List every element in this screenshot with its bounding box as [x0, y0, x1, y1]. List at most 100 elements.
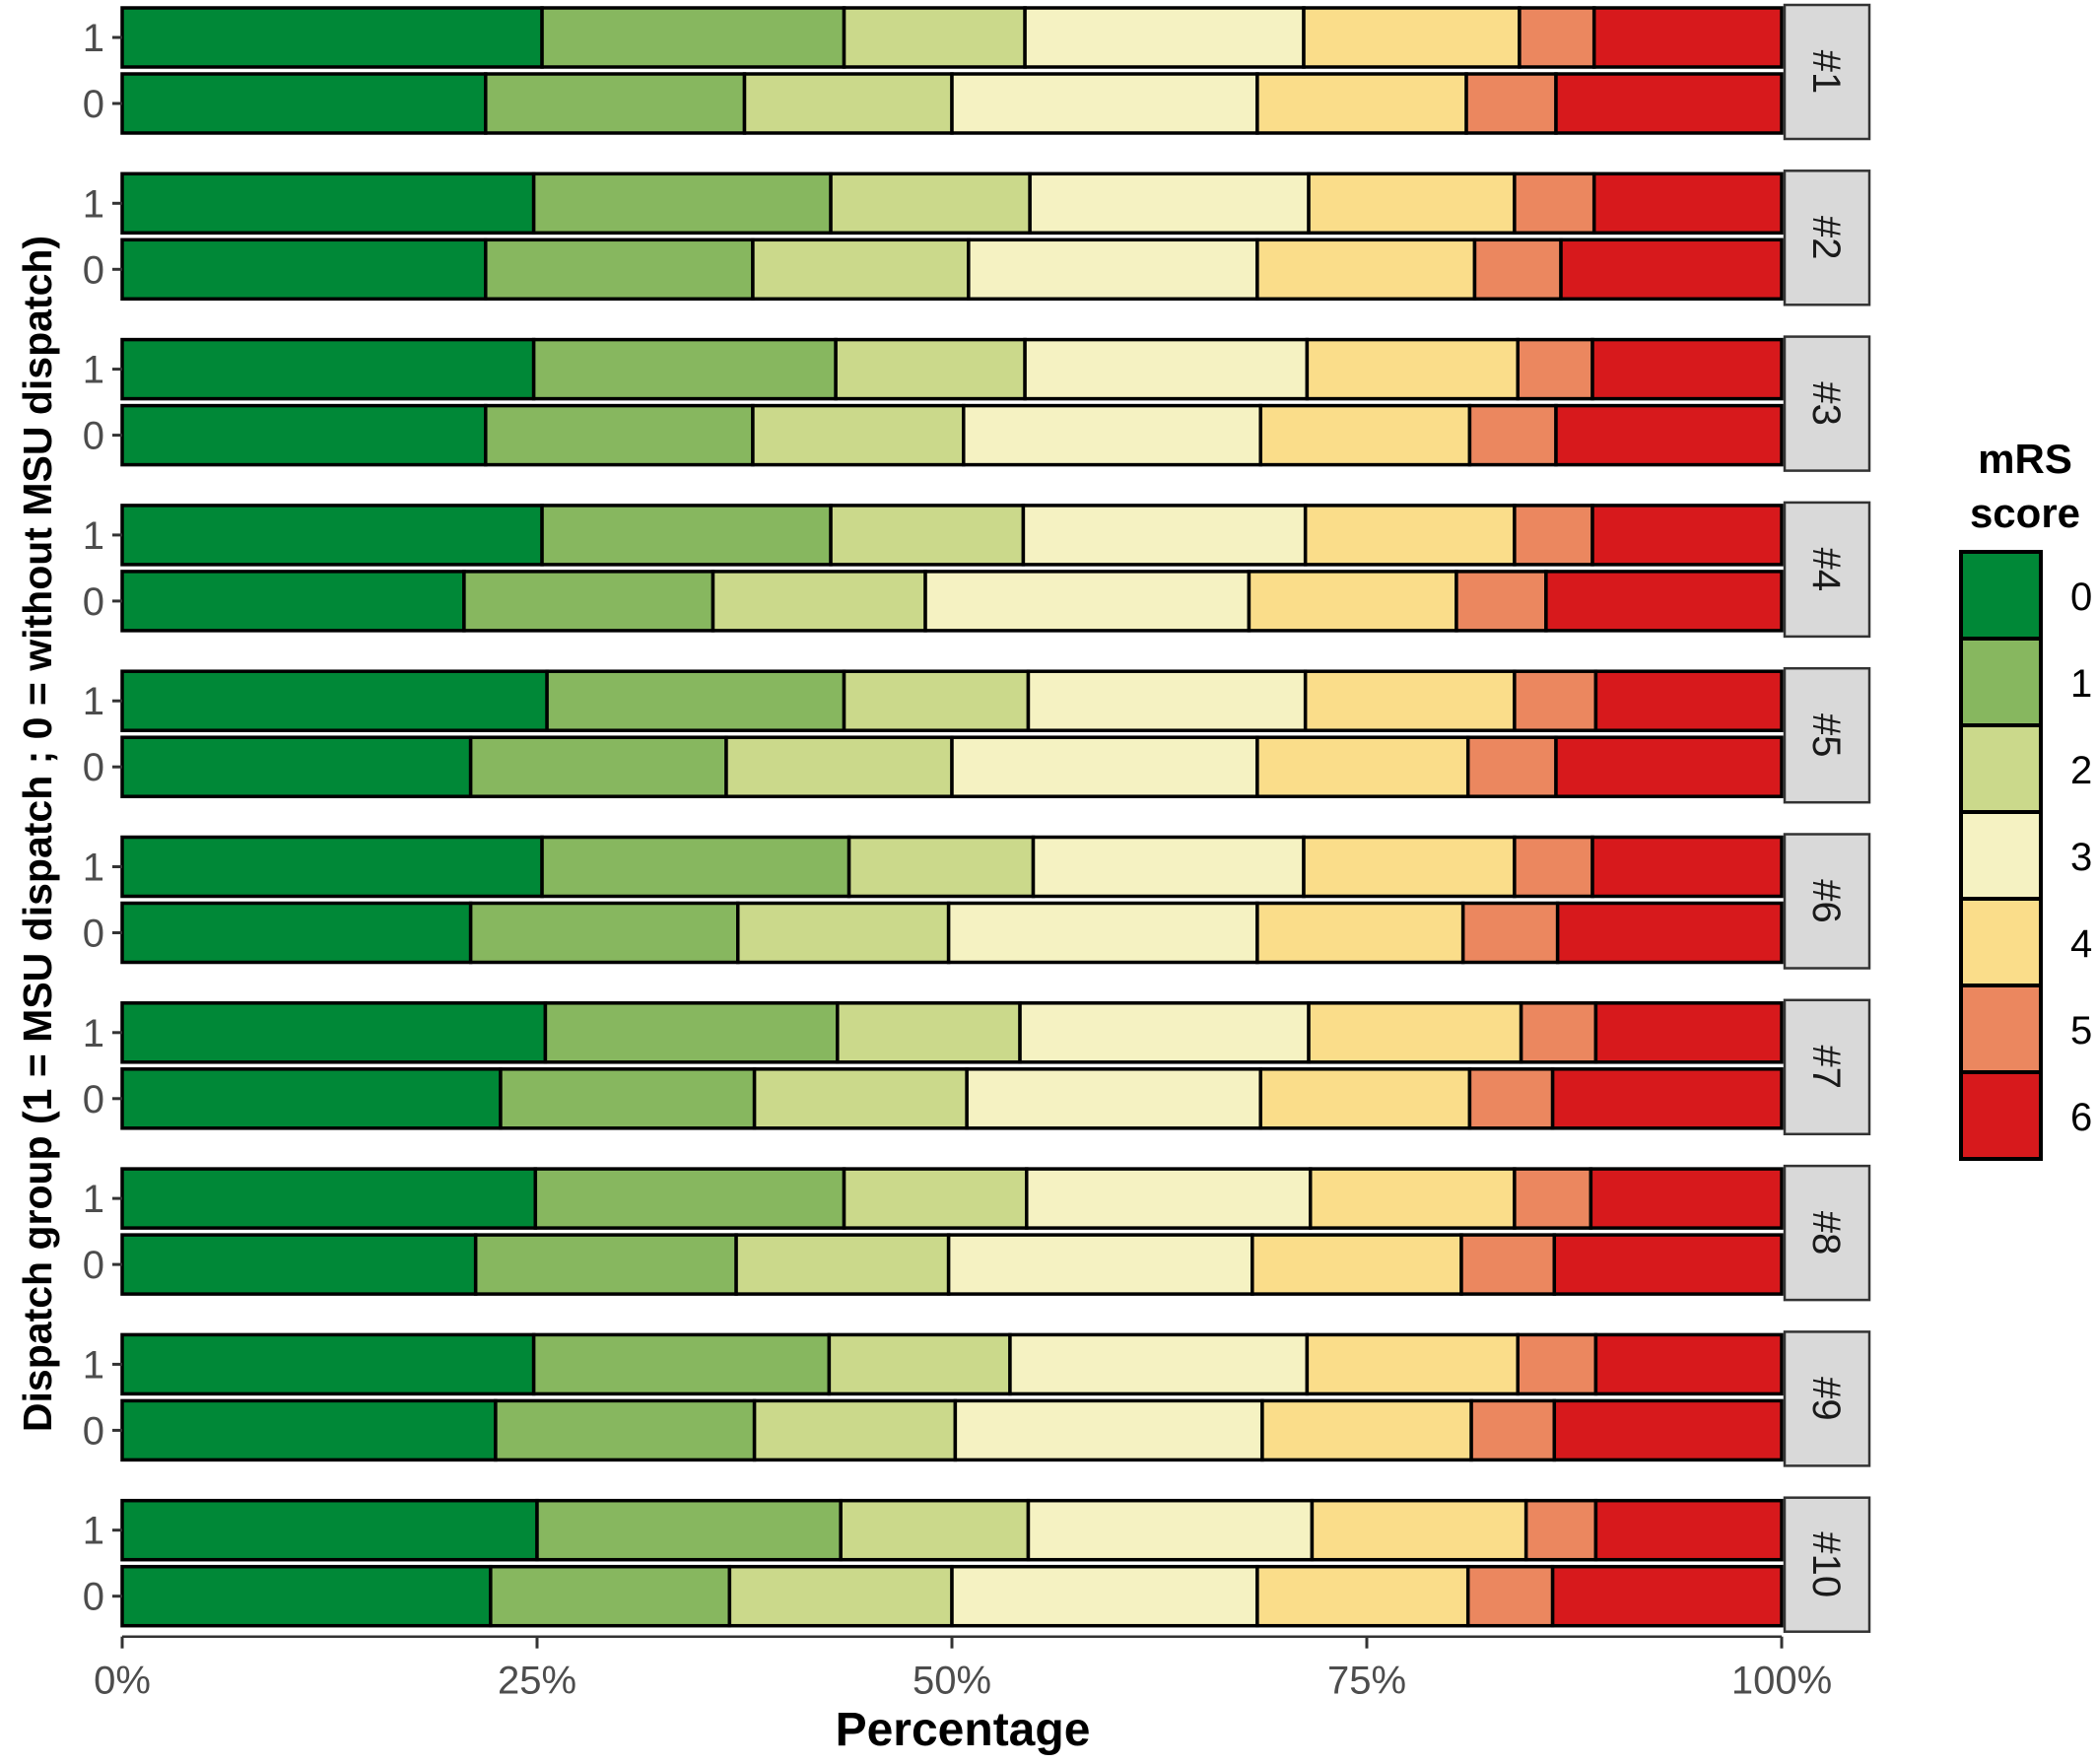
bar-segment-mrs-0 [120, 237, 488, 302]
panel: 1 0 #3 [83, 335, 1871, 472]
legend-key-mrs-1 [1959, 637, 2043, 727]
bar-segment-mrs-2 [751, 237, 971, 302]
bar-segment-mrs-1 [543, 1001, 840, 1064]
bar-segment-mrs-6 [1591, 171, 1784, 236]
bar-segment-mrs-3 [953, 1398, 1264, 1462]
y-tick-label: 0 [83, 1576, 104, 1619]
bar-segment-mrs-4 [1255, 1564, 1470, 1628]
bar-segment-mrs-3 [1031, 835, 1306, 899]
legend-key-mrs-0 [1959, 550, 2043, 641]
bar-segment-mrs-3 [923, 570, 1251, 633]
x-tick-label: 50% [913, 1660, 991, 1703]
y-tick-label: 1 [83, 1343, 104, 1387]
x-tick-label: 75% [1327, 1660, 1406, 1703]
bar-segment-mrs-4 [1258, 1067, 1472, 1130]
bar-segment-mrs-5 [1465, 735, 1558, 798]
bar-segment-mrs-1 [499, 1067, 757, 1130]
bar-segment-mrs-2 [751, 403, 966, 467]
bar-segment-mrs-3 [946, 1233, 1254, 1296]
bar-segment-mrs-5 [1472, 237, 1563, 302]
y-tick-label: 0 [83, 746, 104, 789]
bar-segment-mrs-0 [120, 1167, 538, 1230]
bar-segment-mrs-4 [1310, 1498, 1528, 1562]
y-tick-label: 0 [83, 580, 104, 624]
bar-segment-mrs-6 [1593, 1332, 1784, 1396]
x-tick-label: 0% [94, 1660, 151, 1703]
bar-segment-mrs-4 [1255, 237, 1477, 302]
bar-segment-mrs-4 [1258, 403, 1472, 467]
bar-segment-mrs-4 [1247, 570, 1458, 633]
y-tick-label: 0 [83, 1078, 104, 1121]
legend-key-mrs-4 [1959, 897, 2043, 987]
bar-segment-mrs-1 [468, 735, 728, 798]
bar-segment-mrs-5 [1513, 835, 1594, 899]
facet-strip-label: #8 [1804, 1211, 1848, 1255]
bar-segment-mrs-3 [950, 735, 1259, 798]
panel: 1 0 #9 [83, 1330, 1871, 1467]
bar-segment-mrs-2 [842, 1167, 1029, 1230]
bar-segment-mrs-5 [1513, 669, 1598, 732]
bar-segment-mrs-4 [1302, 835, 1517, 899]
legend-label: 3 [2070, 836, 2092, 879]
bar-segment-mrs-3 [965, 1067, 1262, 1130]
bar-segment-mrs-4 [1260, 1398, 1473, 1462]
bar-segment-mrs-2 [724, 735, 954, 798]
legend-key-mrs-5 [1959, 984, 2043, 1074]
bar-segment-mrs-3 [946, 901, 1259, 965]
bar-segment-mrs-5 [1513, 1167, 1593, 1230]
bar-segment-mrs-6 [1593, 669, 1784, 732]
bar-segment-mrs-6 [1590, 504, 1784, 567]
bar-segment-mrs-0 [120, 504, 544, 567]
bar-segment-mrs-3 [1026, 1498, 1315, 1562]
bar-segment-mrs-1 [535, 1498, 843, 1562]
bar-segment-mrs-2 [710, 570, 927, 633]
bar-segment-mrs-2 [839, 1498, 1031, 1562]
bar-segment-mrs-3 [1023, 337, 1310, 401]
bar-segment-mrs-0 [120, 835, 544, 899]
bar-segment-mrs-4 [1303, 669, 1517, 732]
bar-segment-mrs-1 [468, 901, 740, 965]
bar-segment-mrs-5 [1469, 1398, 1557, 1462]
bar-segment-mrs-6 [1593, 1498, 1784, 1562]
bar-segment-mrs-0 [120, 570, 466, 633]
legend-label: 0 [2070, 576, 2092, 619]
bar-segment-mrs-5 [1467, 1067, 1555, 1130]
bar-segment-mrs-6 [1554, 72, 1784, 135]
facet-strip [1783, 3, 1871, 141]
bar-segment-mrs-6 [1559, 237, 1784, 302]
bar-segment-mrs-6 [1589, 1167, 1784, 1230]
bar-segment-mrs-2 [736, 901, 951, 965]
panel: 1 0 #6 [83, 833, 1871, 970]
bar-segment-mrs-3 [962, 403, 1262, 467]
panel: 1 0 #5 [83, 666, 1871, 804]
bar-segment-mrs-0 [120, 1398, 498, 1462]
y-tick-label: 1 [83, 1510, 104, 1553]
bar-segment-mrs-0 [120, 1067, 503, 1130]
bar-segment-mrs-1 [473, 1233, 738, 1296]
bar-segment-mrs-3 [950, 1564, 1259, 1628]
facet-strip-label: #2 [1804, 216, 1848, 259]
bar-segment-mrs-6 [1554, 403, 1784, 467]
bar-segment-mrs-2 [829, 171, 1032, 236]
bar-segment-mrs-2 [836, 1001, 1022, 1064]
panel: 1 0 #2 [83, 170, 1871, 306]
bar-segment-mrs-4 [1308, 1167, 1517, 1230]
bar-segment-mrs-0 [120, 6, 544, 69]
bar-segment-mrs-1 [484, 403, 755, 467]
legend-label: 6 [2070, 1096, 2092, 1139]
facet-strip-label: #6 [1804, 879, 1848, 923]
bar-segment-mrs-3 [1025, 1167, 1313, 1230]
bar-segment-mrs-5 [1459, 1233, 1557, 1296]
bar-segment-mrs-2 [834, 337, 1027, 401]
bar-segment-mrs-2 [752, 1067, 969, 1130]
bar-segment-mrs-0 [120, 337, 536, 401]
bar-segment-mrs-5 [1513, 171, 1596, 236]
y-tick-label: 0 [83, 1409, 104, 1453]
bar-segment-mrs-1 [531, 171, 833, 236]
y-tick-label: 1 [83, 847, 104, 890]
bar-segment-mrs-0 [120, 669, 549, 732]
bar-segment-mrs-5 [1523, 1498, 1598, 1562]
bar-segment-mrs-4 [1305, 1332, 1520, 1396]
bar-segment-mrs-4 [1302, 6, 1522, 69]
bar-segment-mrs-2 [827, 1332, 1012, 1396]
